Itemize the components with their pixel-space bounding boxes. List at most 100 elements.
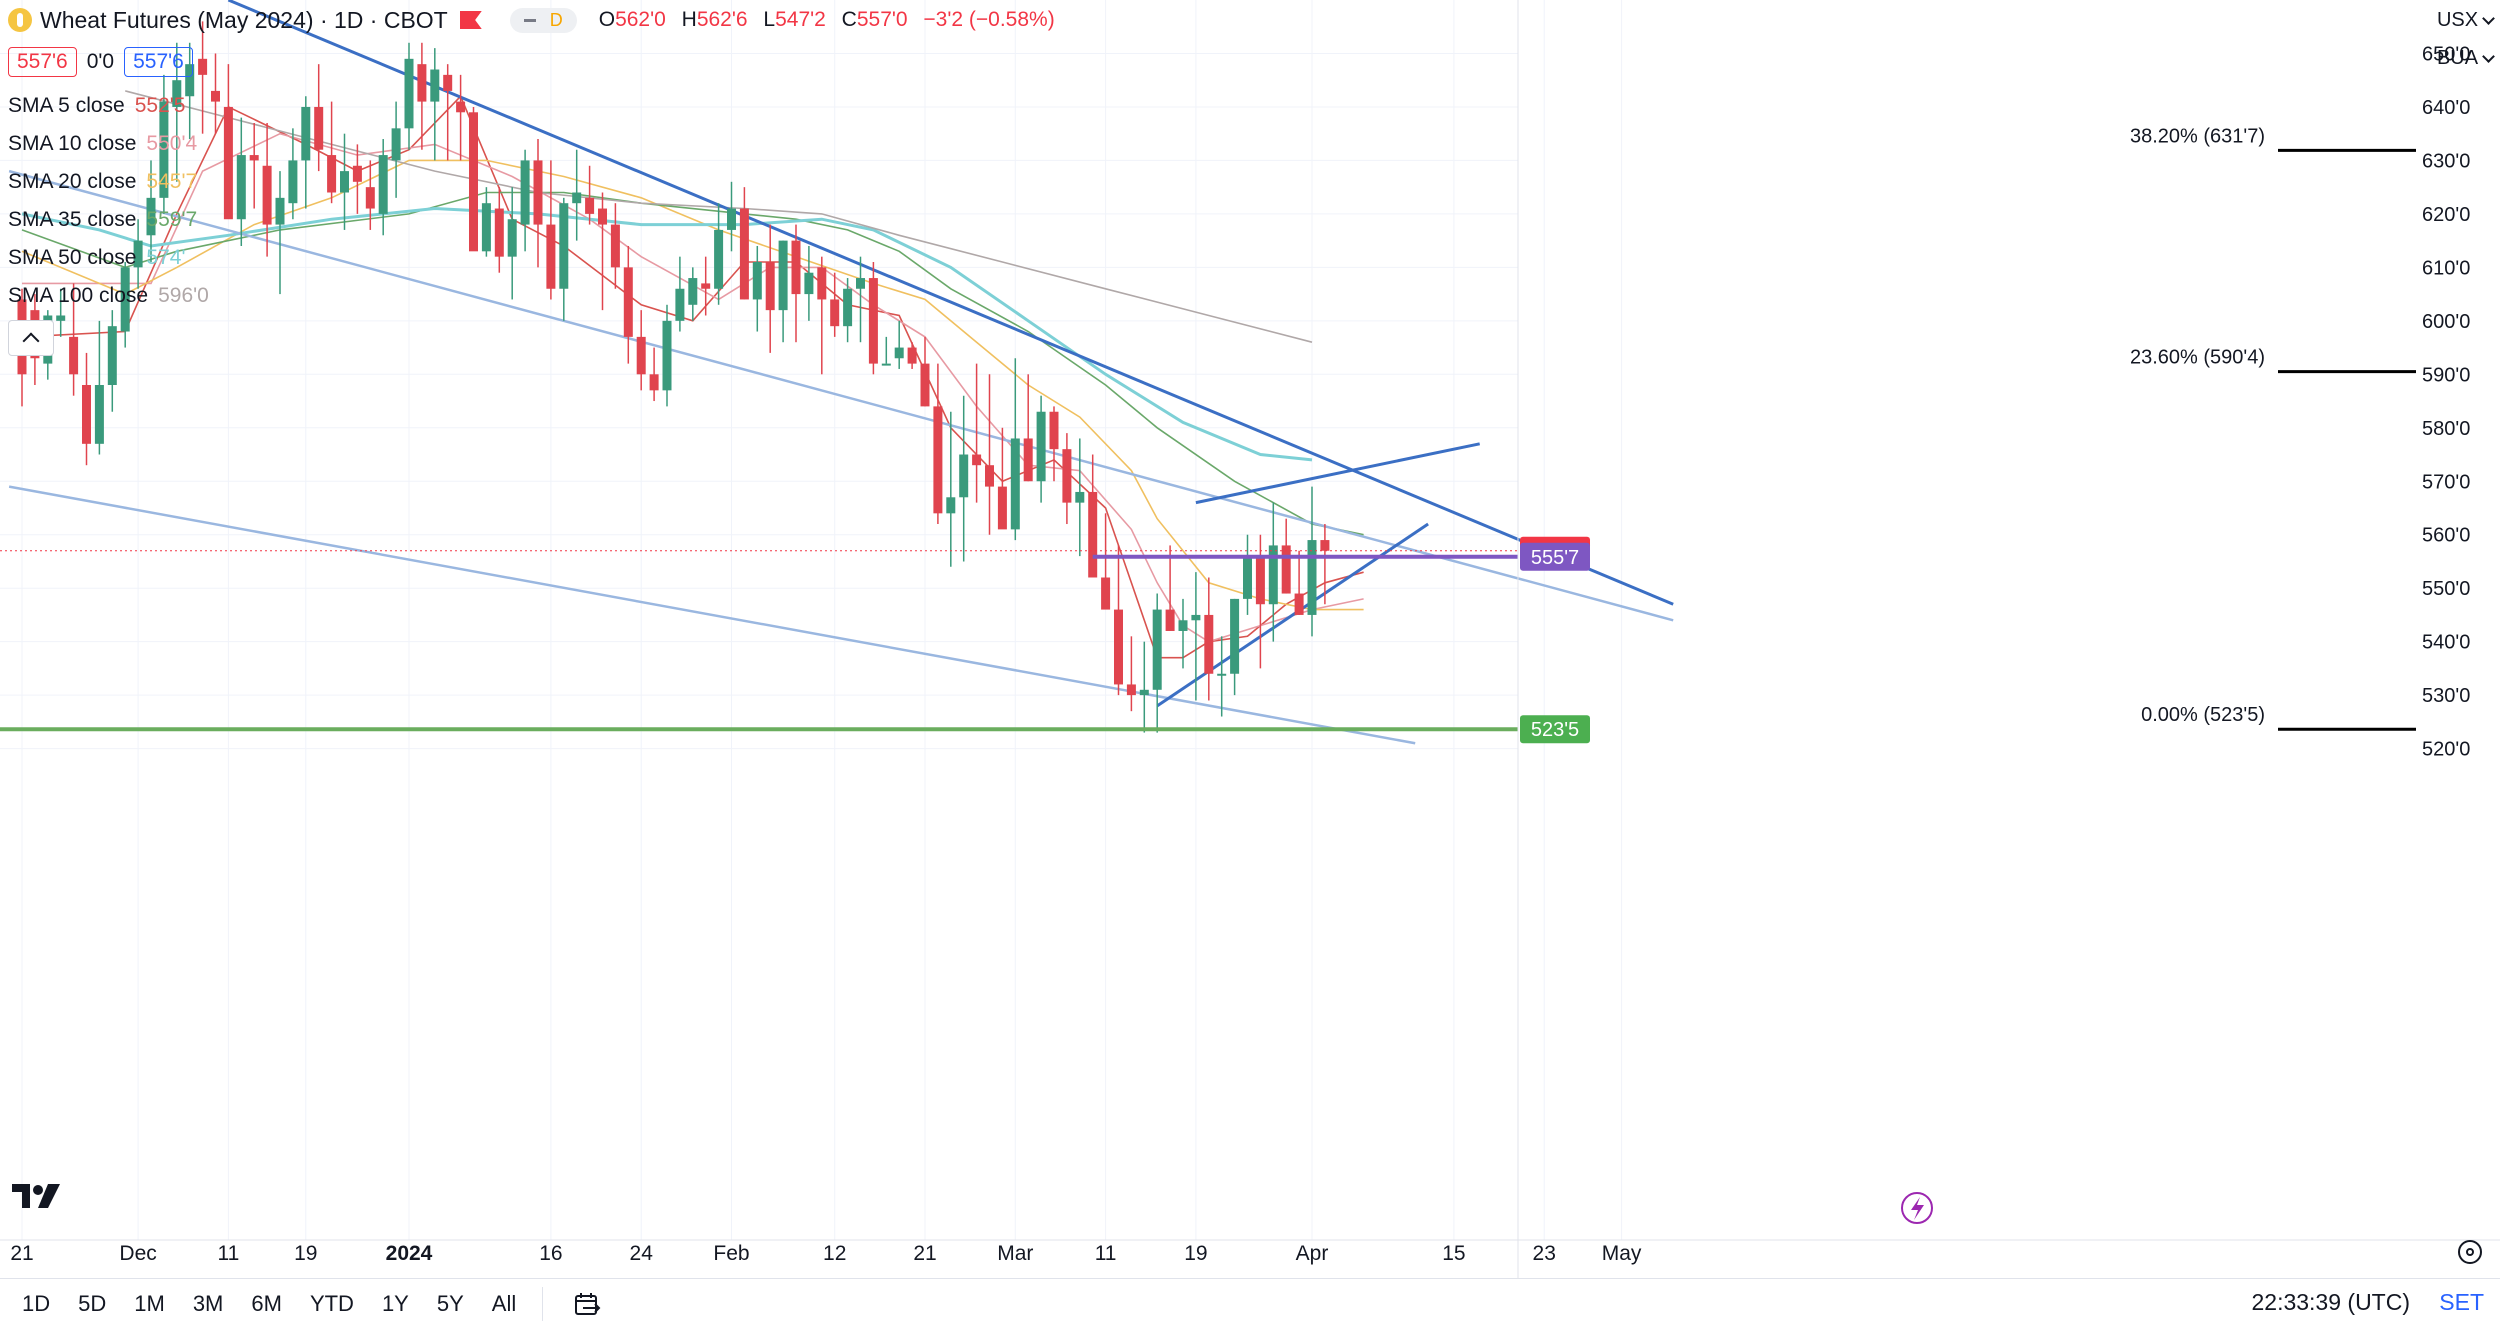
x-tick-label: 2024	[386, 1242, 433, 1265]
timeframe-all[interactable]: All	[491, 1291, 517, 1316]
trendline-downtrend[interactable]	[227, 0, 1674, 606]
sell-price-button[interactable]: 557'6	[8, 47, 77, 77]
ohlc-values: O562'0 H562'6 L547'2 C557'0 −3'2 (−0.58%…	[599, 8, 1065, 32]
candle-body	[159, 101, 169, 198]
candle-body	[933, 406, 943, 514]
time-axis[interactable]: 21 Dec 11 19 2024 16 24 Feb 12 21 Mar 11 19 Apr 15 23 Ma…	[0, 1239, 2500, 1265]
candle-body	[223, 106, 233, 220]
candle-body	[236, 155, 246, 220]
candle-body	[107, 326, 117, 385]
timeframe-ytd[interactable]: YTD	[309, 1291, 354, 1316]
candle-body	[1281, 545, 1291, 594]
candle-body	[856, 278, 865, 289]
indicator-sma-20[interactable]: SMA 20 close 545'7	[8, 170, 197, 194]
indicator-sma-10[interactable]: SMA 10 close 550'4	[8, 132, 197, 156]
candle-body	[172, 80, 182, 107]
y-tick-label: 560'0	[2422, 525, 2470, 547]
ohlc-open: 562'0	[615, 8, 666, 31]
unit-select[interactable]: BUA	[2436, 42, 2495, 74]
timeframe-5d[interactable]: 5D	[78, 1291, 107, 1316]
x-tick-label: 12	[823, 1242, 846, 1265]
bottom-toolbar: 1D 5D 1M 3M 6M YTD 1Y 5Y All 22:33:39 (U…	[0, 1278, 2500, 1329]
candle-body	[327, 155, 337, 193]
candle-body	[559, 203, 569, 289]
x-tick-label: 15	[1442, 1242, 1465, 1265]
utc-clock[interactable]: 22:33:39 (UTC)	[2251, 1289, 2410, 1315]
candle-body	[262, 165, 272, 225]
candle-body	[598, 208, 607, 225]
trendline-wedge-bottom[interactable]	[1156, 522, 1429, 708]
calendar-range-icon[interactable]	[573, 1291, 601, 1317]
collapse-legend-button[interactable]	[8, 320, 54, 356]
candle-body	[752, 262, 762, 300]
candle-body	[378, 155, 388, 214]
trendline-wedge-top[interactable]	[1195, 442, 1481, 505]
horizontal-lines[interactable]	[0, 550, 1518, 732]
candle-body	[881, 363, 891, 366]
candle-body	[1152, 609, 1162, 690]
candle-body	[662, 320, 672, 391]
y-tick-label: 600'0	[2422, 311, 2470, 333]
currency-select[interactable]: USX	[2436, 4, 2495, 36]
trendlines[interactable]	[8, 0, 1674, 745]
candle-body	[572, 192, 582, 204]
session-settings-button[interactable]: SET	[2439, 1289, 2484, 1315]
candle-body	[288, 160, 298, 204]
indicator-sma-100[interactable]: SMA 100 close 596'0	[8, 284, 209, 308]
spread-value: 0'0	[86, 50, 115, 73]
candle-body	[1191, 614, 1201, 621]
trendline-channel-lower[interactable]	[8, 485, 1416, 745]
indicator-value: 552'5	[134, 94, 186, 117]
x-tick-label: 23	[1533, 1242, 1556, 1265]
x-tick-label: Apr	[1296, 1242, 1329, 1265]
indicator-sma-5[interactable]: SMA 5 close 552'5	[8, 94, 185, 118]
timeframe-1y[interactable]: 1Y	[381, 1291, 409, 1316]
candle-body	[907, 347, 917, 364]
sma-line	[21, 94, 1364, 659]
price-tag-label: 555'7	[1531, 547, 1579, 569]
y-tick-label: 630'0	[2422, 150, 2470, 172]
x-tick-label: 11	[217, 1242, 239, 1265]
candle-body	[610, 224, 620, 268]
trade-buttons: 557'6 0'0 557'6	[8, 44, 193, 80]
candle-body	[688, 278, 698, 305]
trendline-channel-upper[interactable]	[8, 169, 1674, 622]
data-status-pill[interactable]: D	[509, 7, 577, 33]
candle-body	[894, 347, 904, 359]
timeframe-6m[interactable]: 6M	[251, 1291, 282, 1316]
price-tag	[1520, 715, 1590, 744]
candle-body	[997, 486, 1007, 530]
candle-body	[1230, 598, 1240, 674]
symbol-title[interactable]: Wheat Futures (May 2024) · 1D · CBOT	[40, 6, 448, 33]
candle-body	[1139, 689, 1149, 696]
timeframe-1m[interactable]: 1M	[134, 1291, 165, 1316]
candle-body	[1049, 411, 1059, 450]
fib-levels[interactable]: 38.20% (631'7) 23.60% (590'4) 0.00% (523'5…	[2130, 125, 2416, 731]
timeframe-3m[interactable]: 3M	[192, 1291, 224, 1316]
y-tick-label: 650'0	[2422, 43, 2470, 65]
timeframe-5y[interactable]: 5Y	[436, 1291, 464, 1316]
gear-icon[interactable]	[2458, 1240, 2482, 1264]
y-tick-label: 550'0	[2422, 578, 2470, 600]
candle-body	[817, 267, 827, 300]
buy-price-button[interactable]: 557'6	[124, 47, 193, 77]
candle-body	[494, 208, 504, 257]
price-axis[interactable]: 520'0 530'0 540'0 550'0 560'0 570'0 580'0 590'0…	[1517, 0, 2470, 1278]
candle-body	[69, 336, 79, 375]
indicator-value: 550'4	[146, 132, 198, 155]
x-tick-label: 21	[10, 1242, 33, 1265]
timeframe-1d[interactable]: 1D	[22, 1291, 51, 1316]
indicator-sma-50[interactable]: SMA 50 close 574'	[8, 246, 185, 270]
tradingview-logo-icon	[12, 1184, 60, 1208]
candle-body	[1165, 609, 1175, 631]
candle-body	[1088, 491, 1098, 578]
lightning-icon[interactable]	[1901, 1192, 1933, 1224]
ohlc-key-high: H	[681, 8, 697, 31]
flag-icon[interactable]	[459, 11, 482, 29]
candle-body	[701, 283, 711, 289]
indicator-sma-35[interactable]: SMA 35 close 559'7	[8, 208, 197, 232]
candle-body	[1114, 609, 1123, 685]
candle-body	[636, 336, 646, 375]
price-tag-label: 523'5	[1531, 719, 1579, 741]
